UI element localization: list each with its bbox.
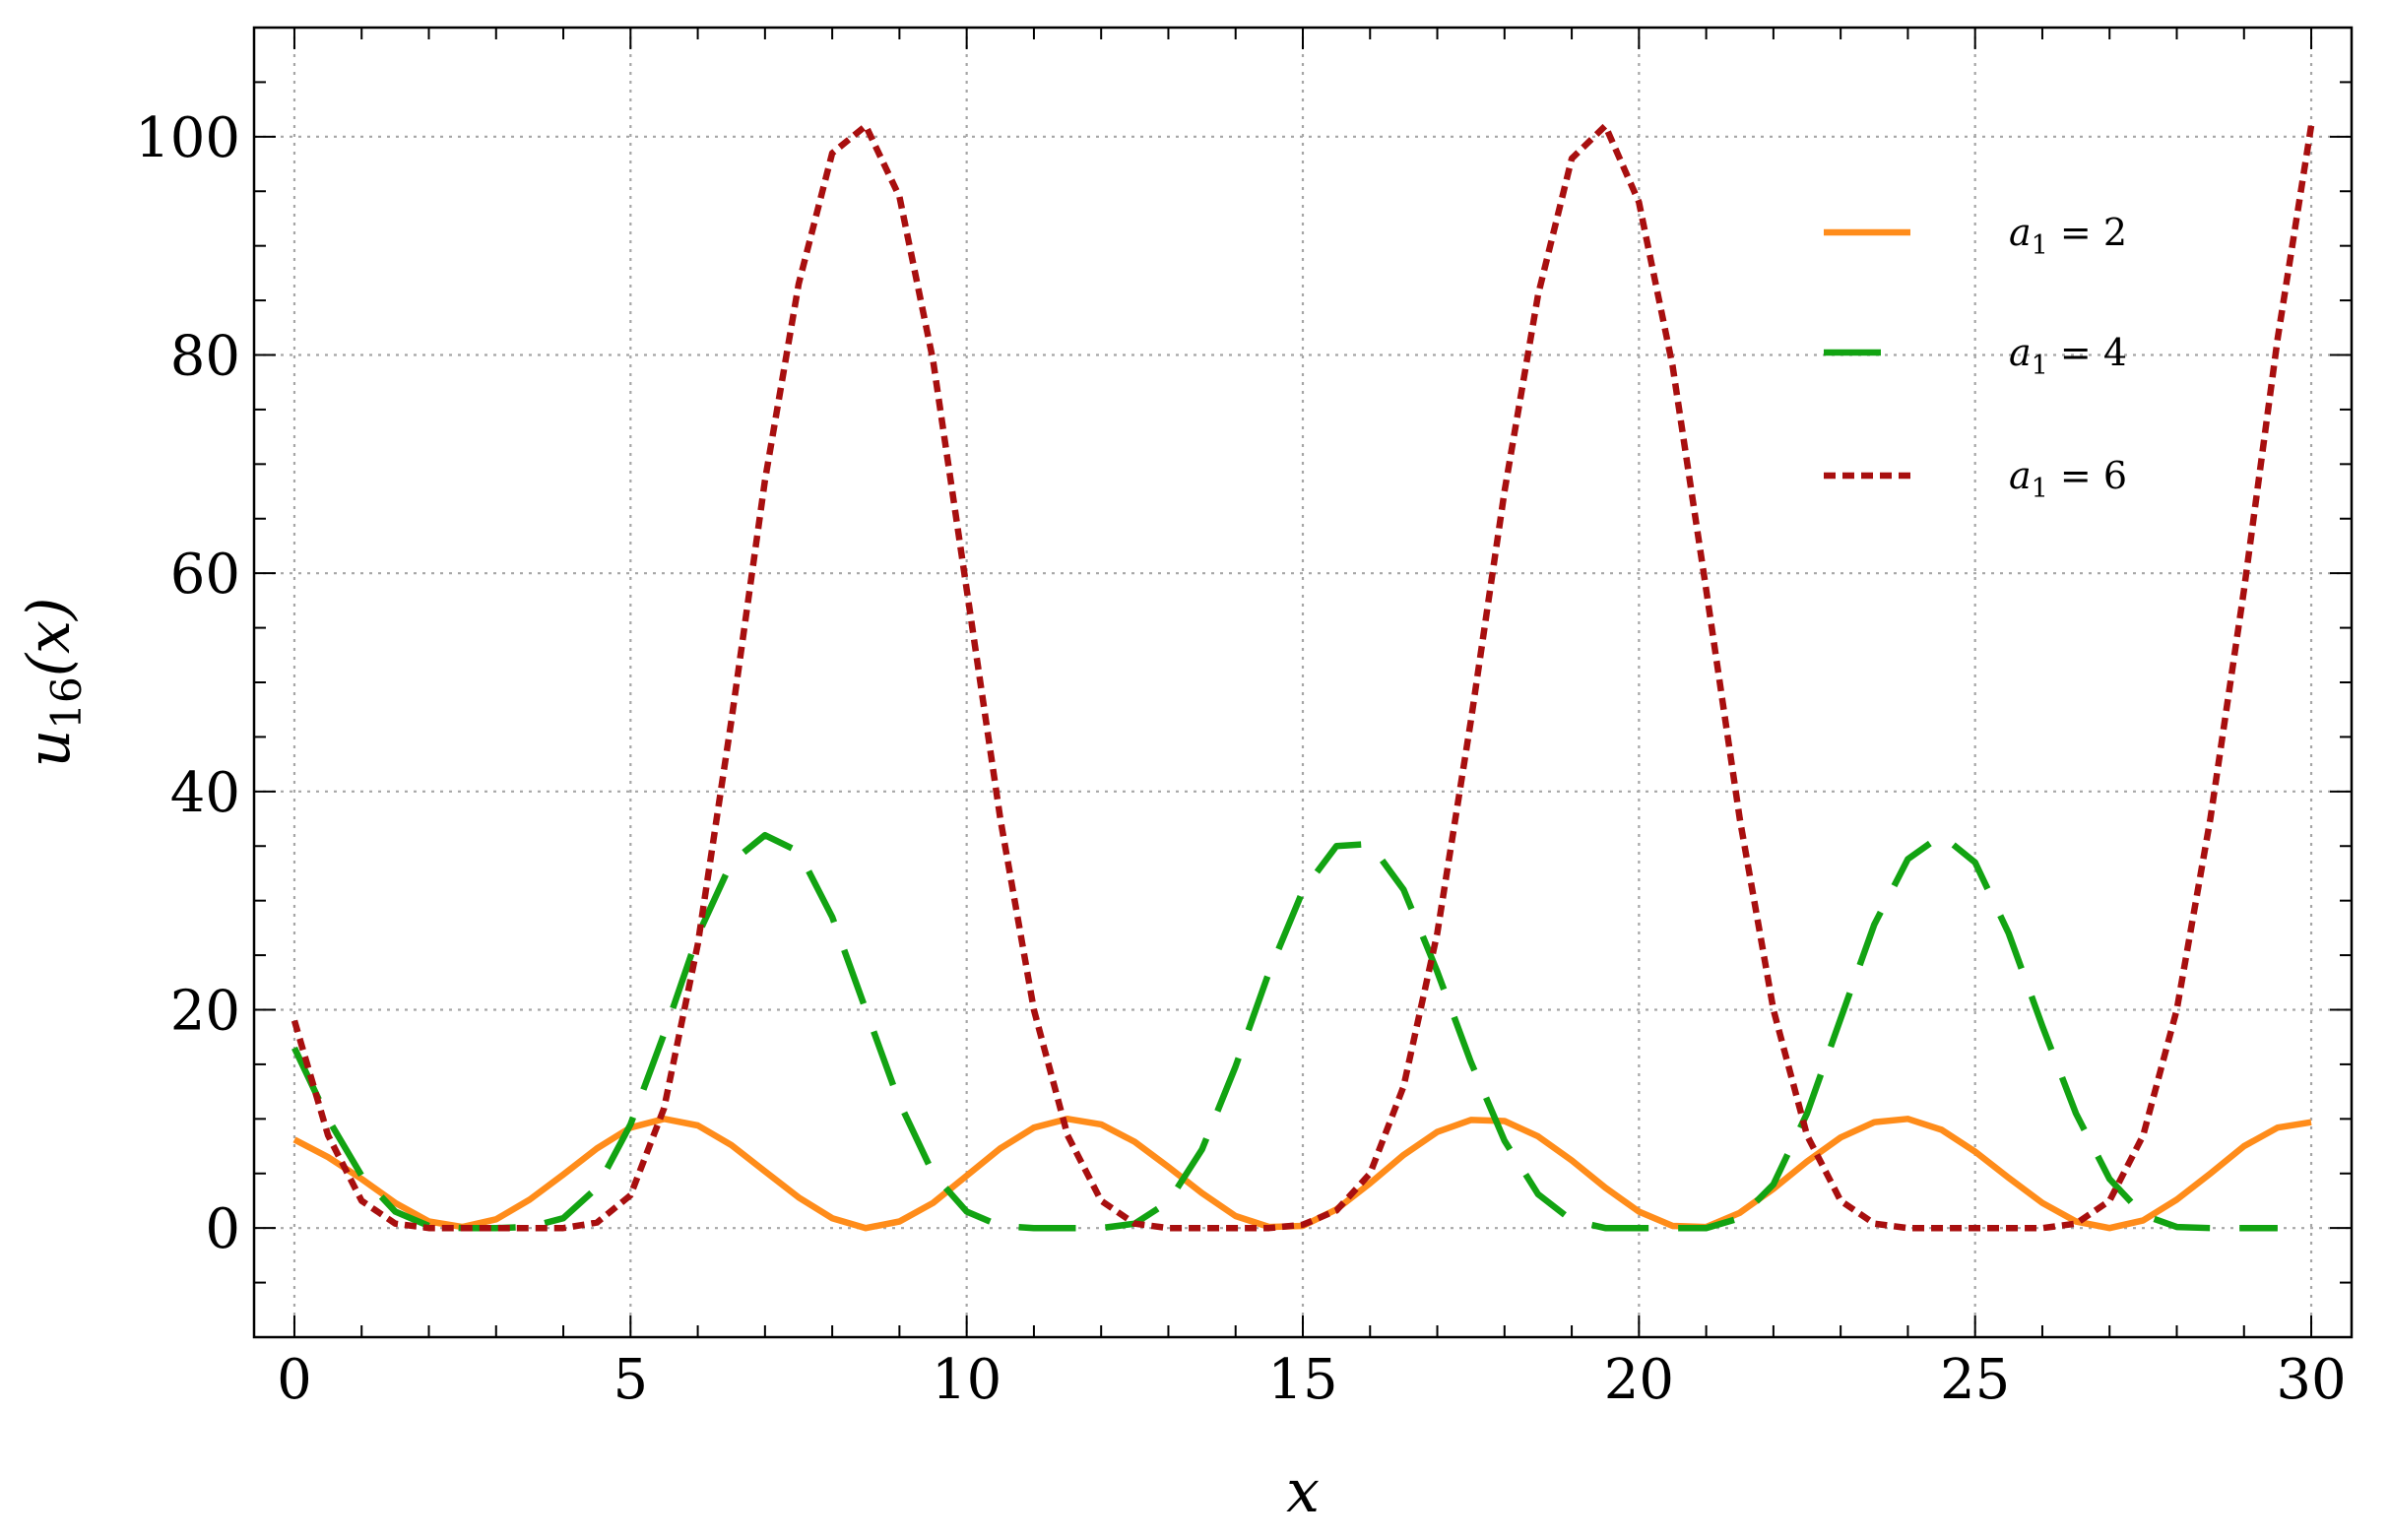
x-tick-label: 25	[1940, 1348, 2010, 1412]
legend-label-main: a	[2009, 331, 2032, 374]
x-tick-label: 10	[932, 1348, 1001, 1412]
legend-label-main: a	[2009, 211, 2032, 254]
legend-label-main: a	[2009, 454, 2032, 497]
legend-label-subscript: 1	[2032, 474, 2048, 504]
y-tick-label: 0	[205, 1197, 240, 1261]
x-tick-label: 20	[1604, 1348, 1674, 1412]
y-tick-label: 100	[135, 106, 240, 170]
legend-label-value: = 6	[2048, 454, 2127, 497]
y-axis-title-argument: (x)	[15, 598, 84, 677]
y-axis-title-main: u	[15, 730, 84, 768]
legend-label-1: a1 = 2	[2009, 211, 2127, 261]
y-tick-label: 60	[170, 543, 240, 607]
gridlines	[254, 28, 2352, 1337]
y-tick-label: 40	[170, 761, 240, 825]
y-tick-label: 20	[170, 980, 240, 1044]
axis-ticks	[254, 27, 2352, 1338]
y-axis-title: u16(x)	[15, 598, 91, 768]
legend-label-2: a1 = 4	[2009, 331, 2127, 381]
tick-labels: 0 5 10 15 20 25 30 0 20 40 60 80 100	[135, 106, 2347, 1412]
y-tick-label: 80	[170, 325, 240, 389]
series-lines	[291, 122, 2315, 1232]
legend-label-value: = 4	[2048, 331, 2127, 374]
x-tick-label: 30	[2276, 1348, 2346, 1412]
series-line-2	[291, 831, 2278, 1232]
legend-label-subscript: 1	[2032, 351, 2048, 381]
x-tick-label: 0	[277, 1348, 312, 1412]
x-tick-label: 15	[1267, 1348, 1337, 1412]
series-line-3	[291, 122, 2315, 1232]
legend-label-3: a1 = 6	[2009, 454, 2127, 504]
legend-label-subscript: 1	[2032, 230, 2048, 261]
legend: a1 = 2a1 = 4a1 = 6	[1824, 211, 2127, 504]
x-tick-label: 5	[613, 1348, 648, 1412]
x-axis-title: x	[1286, 1457, 1320, 1526]
y-axis-title-subscript: 16	[42, 676, 91, 729]
legend-label-value: = 2	[2048, 211, 2127, 254]
